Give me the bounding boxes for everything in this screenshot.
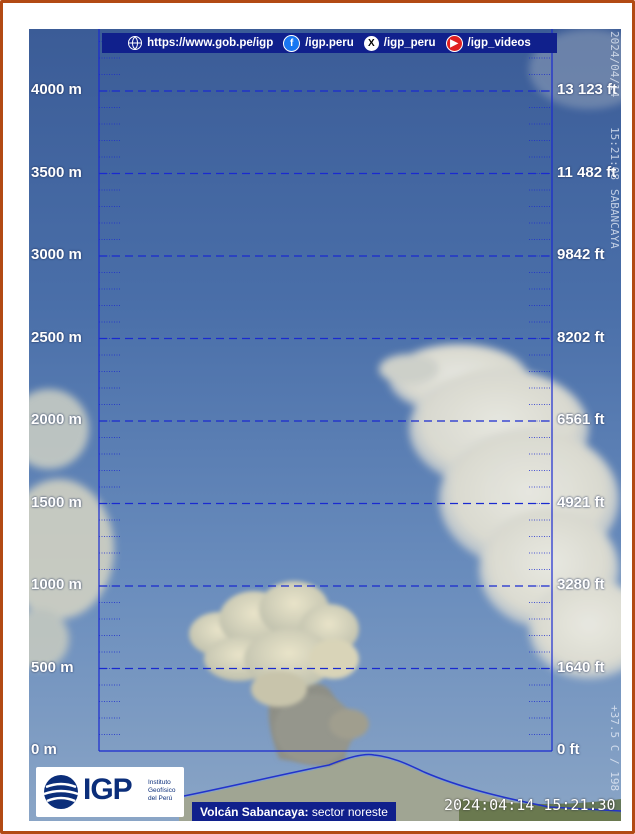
youtube-icon: ▶ bbox=[445, 34, 463, 52]
logo-subtitle: Instituto Geofísico del Perú bbox=[148, 779, 175, 803]
scale-label-m: 1500 m bbox=[31, 493, 82, 511]
logo-sub-line1: Instituto bbox=[148, 779, 171, 786]
vertical-time: 15:21:08 bbox=[608, 127, 621, 180]
vertical-temp: +37.5 C / 198 bbox=[608, 705, 621, 792]
timestamp: 2024:04:14 15:21:30 bbox=[444, 796, 616, 814]
volcano-name: Volcán Sabancaya: bbox=[200, 805, 309, 819]
scale-label-m: 3500 m bbox=[31, 163, 82, 181]
scale-label-ft: 6561 ft bbox=[557, 411, 605, 428]
scale-label-ft: 1640 ft bbox=[557, 658, 605, 676]
vertical-date: 2024/04/14 bbox=[608, 31, 621, 98]
webcam-view: 0 m 500 m 1000 m 1500 m 2000 m 2500 m 3000 m 35… bbox=[29, 29, 621, 821]
igp-emblem-icon bbox=[43, 775, 79, 809]
scale-label-m: 1000 m bbox=[31, 576, 82, 593]
website-link[interactable]: https://www.gob.pe/igp bbox=[128, 36, 273, 50]
scale-label-m: 2500 m bbox=[31, 328, 82, 346]
cloud-left bbox=[29, 389, 114, 669]
scale-label-ft: 11 482 ft bbox=[557, 163, 617, 181]
scale-label-ft: 8202 ft bbox=[557, 328, 605, 346]
x-text: /igp_peru bbox=[383, 37, 436, 49]
facebook-text: /igp.peru bbox=[305, 37, 354, 49]
logo-text: IGP bbox=[83, 773, 133, 806]
logo-sub-line2: Geofísico bbox=[148, 787, 176, 794]
facebook-link[interactable]: f /igp.peru bbox=[283, 34, 354, 52]
x-icon: X bbox=[363, 35, 379, 51]
facebook-icon: f bbox=[283, 34, 301, 52]
scale-label-ft: 4921 ft bbox=[557, 493, 605, 511]
scale-label-m: 2000 m bbox=[31, 411, 82, 428]
vertical-station: SABANCAYA bbox=[608, 189, 621, 249]
scene-svg bbox=[29, 29, 621, 821]
cloud-right bbox=[379, 344, 621, 679]
height-scale bbox=[98, 29, 553, 752]
scale-label-m: 3000 m bbox=[31, 246, 82, 263]
logo-sub-line3: del Perú bbox=[148, 795, 173, 802]
youtube-link[interactable]: ▶ /igp_videos bbox=[445, 34, 531, 52]
volcano-sector: sector noreste bbox=[311, 805, 388, 819]
youtube-text: /igp_videos bbox=[467, 37, 531, 49]
scale-label-m: 4000 m bbox=[31, 81, 82, 98]
camera-vertical-stamp: 2024/04/14 15:21:08 SABANCAYA +37.5 C / … bbox=[607, 29, 621, 821]
igp-logo: IGP Instituto Geofísico del Perú bbox=[36, 767, 184, 817]
scale-label-m: 500 m bbox=[31, 658, 74, 676]
x-link[interactable]: X /igp_peru bbox=[363, 35, 436, 51]
scale-label-m: 0 m bbox=[31, 741, 57, 758]
volcano-caption: Volcán Sabancaya: sector noreste bbox=[192, 802, 396, 821]
globe-icon bbox=[128, 36, 143, 50]
scale-label-ft: 9842 ft bbox=[557, 246, 605, 263]
scale-label-ft: 0 ft bbox=[557, 741, 580, 758]
social-banner: https://www.gob.pe/igp f /igp.peru X /ig… bbox=[102, 33, 557, 53]
scale-label-ft: 13 123 ft bbox=[557, 81, 618, 98]
eruption-plume bbox=[189, 581, 369, 769]
website-text: https://www.gob.pe/igp bbox=[147, 37, 274, 49]
scale-label-ft: 3280 ft bbox=[557, 576, 605, 593]
